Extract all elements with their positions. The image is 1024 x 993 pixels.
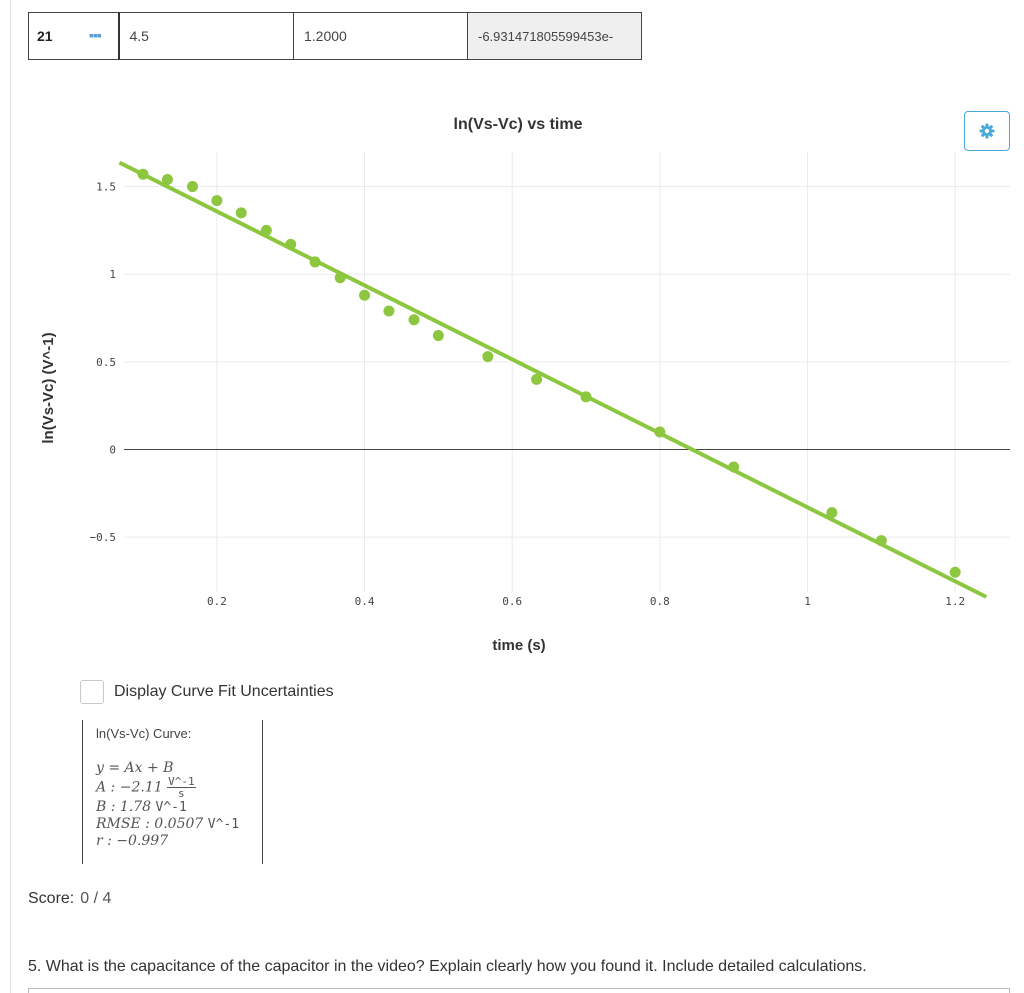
data-point [826,507,838,519]
fit-param-b: B : 1.78 V^-1 [96,799,187,815]
data-point [260,224,272,236]
y-axis-title: ln(Vs-Vc) (V^-1) [40,332,57,443]
x-tick-label: 1.2 [945,595,965,608]
row-number: 21 [37,28,53,44]
data-point [580,391,592,403]
data-point [875,535,887,547]
fit-equation: y = Ax + B [96,760,174,776]
data-point [408,314,420,326]
chart-settings-button[interactable] [964,111,1010,151]
table-row: 21 ▪▪▪ 4.5 1.2000 -6.931471805599453e- [28,12,642,60]
curve-fit-summary: ln(Vs-Vc) Curve: y = Ax + B A : −2.11 V^… [82,720,263,864]
page-left-rule [10,0,11,993]
data-point [383,305,395,317]
x-tick-label: 0.2 [207,595,227,608]
fit-line-layer [118,160,988,599]
table-cell-computed: -6.931471805599453e- [467,12,642,60]
data-points [137,168,961,578]
data-point [285,238,297,250]
fit-param-a-unit: V^-1 s [167,775,196,800]
data-point [137,168,149,180]
tick-labels: 0.2 0.4 0.6 0.8 1 1.2 1.5 1 0.5 0 −0.5 [90,181,966,608]
data-point [728,461,740,473]
data-point [161,174,173,186]
x-axis-title: time (s) [492,637,545,654]
data-point [334,272,346,284]
data-point [432,330,444,342]
data-point [482,351,494,363]
y-tick-label: 1.5 [96,181,116,194]
x-tick-label: 1 [804,595,811,608]
x-tick-label: 0.8 [650,595,670,608]
ellipsis-icon[interactable]: ▪▪▪ [89,27,102,43]
fit-line [118,160,988,599]
question-text: 5. What is the capacitance of the capaci… [28,958,867,975]
data-point [235,207,247,219]
data-point [949,566,961,578]
y-tick-label: 0 [109,444,116,457]
answer-textarea[interactable] [28,988,1010,993]
table-cell[interactable]: 1.2000 [293,12,468,60]
fit-r: r : −0.997 [96,833,169,849]
data-table: 21 ▪▪▪ 4.5 1.2000 -6.931471805599453e- [28,12,642,60]
fit-title: ln(Vs-Vc) Curve: [96,726,192,741]
y-tick-label: 1 [109,268,116,281]
uncertainties-toggle[interactable]: Display Curve Fit Uncertainties [80,680,334,704]
scatter-chart: ln(Vs-Vc) vs time ln(Vs-Vc) (V^-1) time … [40,116,1010,654]
x-tick-label: 0.4 [355,595,375,608]
data-point [654,426,666,438]
data-point [531,373,543,385]
uncertainties-checkbox[interactable] [80,680,104,704]
row-number-cell: 21 ▪▪▪ [28,12,120,60]
uncertainties-label: Display Curve Fit Uncertainties [114,683,334,700]
score-value: 0 / 4 [80,890,112,907]
gear-icon [979,123,995,139]
score: Score: 0 / 4 [28,890,111,908]
data-point [187,181,199,193]
table-cell[interactable]: 4.5 [118,12,294,60]
data-point [359,289,371,301]
score-label: Score: [28,890,75,907]
data-point [309,256,321,268]
grid [124,152,1010,592]
y-tick-label: −0.5 [90,531,117,544]
chart-title: ln(Vs-Vc) vs time [454,116,583,133]
fit-rmse: RMSE : 0.0507 V^-1 [96,816,240,832]
x-tick-label: 0.6 [502,595,522,608]
fit-param-a: A : −2.11 V^-1 s [96,775,196,800]
y-tick-label: 0.5 [96,356,116,369]
data-point [211,195,223,207]
